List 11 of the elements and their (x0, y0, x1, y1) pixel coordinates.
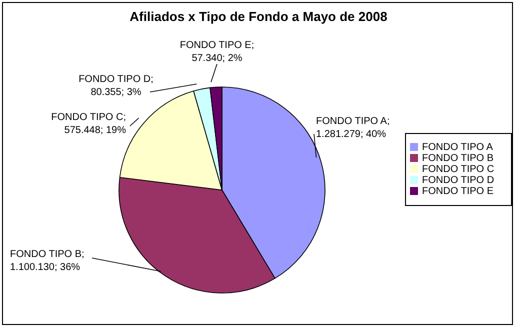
legend-label: FONDO TIPO E (422, 186, 494, 197)
chart-title: Afiliados x Tipo de Fondo a Mayo de 2008 (128, 9, 388, 24)
legend-label: FONDO TIPO B (422, 153, 494, 164)
legend-label: FONDO TIPO C (422, 164, 494, 175)
legend-label: FONDO TIPO D (422, 175, 494, 186)
data-label: FONDO TIPO B; 1.100.130; 36% (10, 249, 84, 273)
data-label: FONDO TIPO C; 575.448; 19% (51, 112, 126, 136)
data-label: FONDO TIPO D; 80.355; 3% (78, 74, 154, 98)
data-label: FONDO TIPO E; 57.340; 2% (180, 40, 254, 64)
legend-label: FONDO TIPO A (422, 142, 493, 153)
data-label: FONDO TIPO A; 1.281.279; 40% (316, 116, 390, 140)
